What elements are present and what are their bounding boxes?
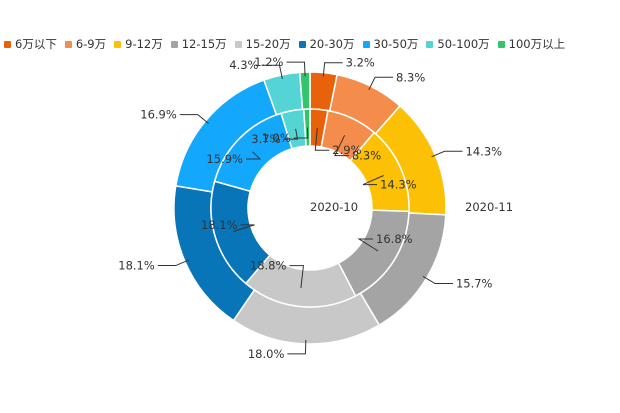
legend-item[interactable]: 15-20万: [234, 36, 291, 52]
leader-line: [293, 127, 309, 139]
leader-line: [283, 128, 299, 140]
leader-line: [422, 275, 453, 285]
legend-label: 15-20万: [245, 37, 291, 51]
legend-item[interactable]: 6-9万: [64, 36, 107, 52]
data-label: 16.9%: [140, 108, 177, 122]
data-label: 18.0%: [248, 347, 285, 361]
legend-label: 9-12万: [125, 37, 163, 51]
leader-line: [286, 61, 306, 77]
data-label: 1.0%: [262, 131, 291, 145]
leader-line: [322, 62, 343, 77]
legend-item[interactable]: 9-12万: [114, 36, 163, 52]
legend-label: 6万以下: [15, 37, 57, 51]
data-label: 8.3%: [352, 149, 381, 163]
inner-series-label: 2020-10: [310, 200, 358, 214]
data-labels: 2.9%8.3%14.3%16.8%18.8%18.1%15.9%3.7%1.0…: [118, 55, 502, 361]
legend-swatch: [497, 40, 505, 48]
inner-ring-2020-10: [210, 108, 410, 308]
legend-swatch: [426, 40, 434, 48]
leader-line: [289, 265, 305, 289]
data-label: 15.7%: [456, 277, 493, 291]
legend-swatch: [362, 40, 370, 48]
legend-item[interactable]: 12-15万: [170, 36, 227, 52]
leader-line: [245, 151, 262, 160]
leader-line: [334, 135, 349, 157]
legend-swatch: [170, 40, 178, 48]
data-label: 15.9%: [206, 152, 243, 166]
legend-label: 100万以上: [508, 37, 566, 51]
legend-swatch: [298, 40, 306, 48]
data-label: 18.8%: [250, 259, 287, 273]
legend-item[interactable]: 100万以上: [497, 36, 566, 52]
leader-line: [431, 150, 463, 158]
data-label: 4.3%: [229, 58, 258, 72]
legend-label: 20-30万: [309, 37, 355, 51]
leader-line: [232, 224, 255, 232]
legend-swatch: [114, 40, 122, 48]
donut-slice-2020-10-8[interactable]: [302, 108, 311, 147]
leader-line: [179, 114, 209, 124]
leader-line: [357, 238, 379, 252]
legend-swatch: [234, 40, 242, 48]
legend-label: 30-50万: [373, 37, 419, 51]
leader-line: [287, 339, 307, 355]
data-label: 18.1%: [201, 218, 238, 232]
legend-item[interactable]: 6万以下: [4, 36, 57, 52]
outer-series-label: 2020-11: [465, 200, 513, 214]
data-label: 18.1%: [118, 259, 155, 273]
legend-label: 50-100万: [437, 37, 490, 51]
leader-line: [362, 175, 384, 186]
legend-label: 12-15万: [181, 37, 227, 51]
legend-item[interactable]: 30-50万: [362, 36, 419, 52]
leader-line: [368, 76, 394, 91]
data-label: 16.8%: [376, 232, 413, 246]
legend-swatch: [64, 40, 72, 48]
legend-item[interactable]: 50-100万: [426, 36, 490, 52]
data-label: 3.2%: [346, 56, 375, 70]
legend-swatch: [4, 40, 11, 48]
data-label: 1.2%: [254, 55, 283, 69]
data-label: 14.3%: [380, 178, 417, 192]
chart-legend: 6万以下 6-9万 9-12万 12-15万 15-20万 20-30万 30-50万 50-…: [4, 36, 573, 52]
legend-label: 6-9万: [75, 37, 107, 51]
legend-item[interactable]: 20-30万: [298, 36, 355, 52]
leader-line: [261, 64, 283, 80]
data-label: 8.3%: [396, 70, 425, 84]
leader-line: [314, 127, 330, 151]
outer-ring-2020-11: [173, 71, 447, 345]
leader-line: [157, 259, 189, 267]
data-label: 3.7%: [251, 132, 280, 146]
data-label: 14.3%: [466, 144, 503, 158]
